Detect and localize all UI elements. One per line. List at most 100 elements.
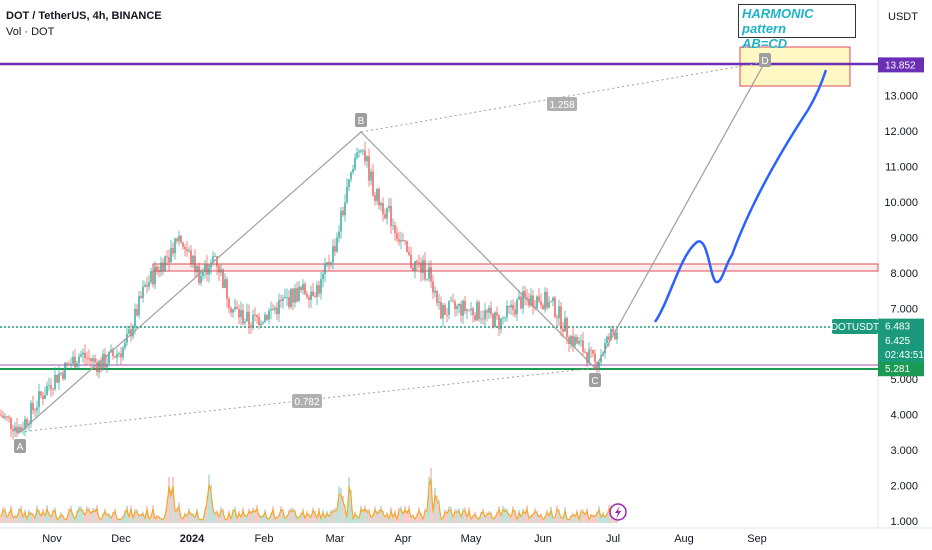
currency-unit[interactable]: USDT [888, 11, 918, 23]
volume-bar [374, 506, 376, 523]
volume-bar [24, 509, 26, 523]
candle-body [370, 171, 372, 181]
volume-bar [574, 514, 576, 523]
time-tick-label: Feb [255, 533, 274, 545]
candle-body [394, 225, 396, 233]
volume-bar [364, 505, 366, 523]
candle-body [100, 361, 102, 371]
candle-body [122, 347, 124, 358]
candle-body [416, 261, 418, 263]
candle-body [522, 291, 524, 309]
volume-bar [468, 507, 470, 523]
candle-body [568, 337, 570, 344]
volume-bar [406, 510, 408, 523]
time-tick-label: Aug [674, 533, 694, 545]
volume-bar [382, 510, 384, 523]
lightning-icon[interactable] [609, 503, 627, 521]
volume-bar [48, 512, 50, 523]
volume-bar [306, 510, 308, 523]
candle-body [158, 270, 160, 273]
candle-body [530, 295, 532, 306]
current-price-tag[interactable]: DOTUSDT 6.425 02:43:51 [831, 319, 925, 362]
volume-bar [94, 508, 96, 523]
volume-bar [164, 514, 166, 523]
candle-body [518, 296, 520, 300]
candle-body [272, 309, 274, 310]
candle-body [150, 270, 152, 283]
candle-body [64, 362, 66, 379]
candle-body [214, 256, 216, 257]
volume-bar [82, 509, 84, 523]
time-tick-label: Jun [534, 533, 552, 545]
candle-body [180, 235, 182, 243]
volume-bar [324, 516, 326, 523]
candle-body [514, 309, 516, 315]
volume-bar [344, 504, 346, 523]
price-tick-label: 12.000 [884, 126, 918, 138]
candle-body [96, 362, 98, 373]
candle-body [8, 416, 10, 418]
candle-body [240, 310, 242, 318]
volume-bar [268, 517, 270, 523]
candle-body [24, 419, 26, 430]
volume-bar [286, 515, 288, 523]
volume-bar [302, 508, 304, 523]
volume-bar [526, 505, 528, 523]
volume-bar [148, 517, 150, 523]
candle-body [400, 240, 402, 242]
candle-body [286, 297, 288, 298]
volume-bar [246, 514, 248, 523]
candle-body [50, 385, 52, 390]
candle-body [302, 284, 304, 291]
candle-body [38, 391, 40, 408]
pattern-point-label: C [591, 376, 598, 387]
candle-body [544, 291, 546, 310]
volume-bar [502, 506, 504, 523]
candle-body [236, 306, 238, 310]
candle-body [316, 285, 318, 297]
candle-body [230, 308, 232, 313]
candle-body [490, 307, 492, 314]
candle-body [264, 314, 266, 323]
candle-body [562, 328, 564, 332]
price-level-tags[interactable]: 13.852 6.483 5.281 [878, 57, 924, 377]
volume-indicator-label[interactable]: Vol · DOT [6, 26, 55, 38]
volume-bar [440, 518, 442, 523]
candle-body [320, 279, 322, 294]
candle-body [428, 267, 430, 279]
candle-body [148, 282, 150, 287]
volume-bar [388, 518, 390, 523]
volume-bar [530, 514, 532, 523]
volume-bar [212, 506, 214, 523]
candle-body [306, 294, 308, 297]
candle-body [310, 291, 312, 300]
volume-bar [310, 515, 312, 523]
volume-bar [308, 514, 310, 523]
volume-bar [102, 513, 104, 523]
candle-body [220, 269, 222, 273]
volume-bar [84, 513, 86, 523]
volume-bar [38, 510, 40, 523]
candle-body [418, 262, 420, 264]
candle-body [282, 298, 284, 301]
candle-body [510, 304, 512, 308]
volume-bar [208, 474, 210, 523]
time-tick-label: Nov [42, 533, 62, 545]
volume-bar [466, 515, 468, 523]
candle-body [494, 312, 496, 328]
candle-body [284, 297, 286, 299]
volume-bar [204, 508, 206, 523]
time-tick-label: Dec [111, 533, 131, 545]
candle-body [76, 363, 78, 368]
candle-body [192, 255, 194, 264]
volume-bar [342, 495, 344, 523]
price-tick-label: 13.000 [884, 91, 918, 103]
candle-body [390, 205, 392, 227]
volume-bar [546, 510, 548, 523]
candle-body [422, 260, 424, 273]
annotation-box[interactable]: HARMONIC pattern AB=CD [738, 4, 856, 51]
volume-bar [150, 515, 152, 523]
volume-bar [56, 518, 58, 523]
candle-body [504, 317, 506, 319]
